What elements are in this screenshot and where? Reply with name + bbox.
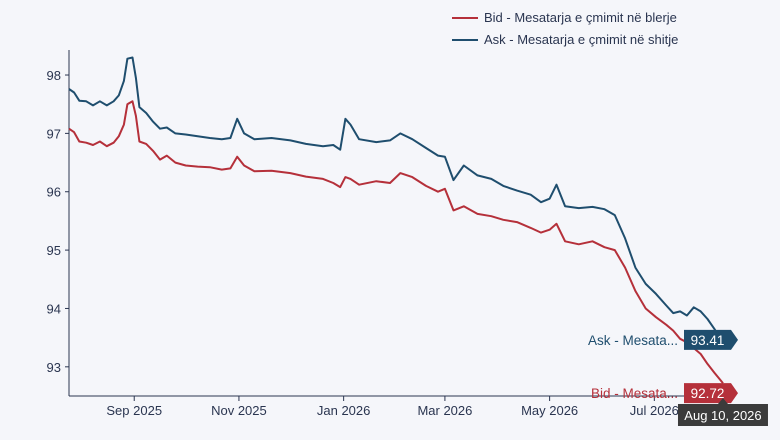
y-tick-label: 93 [47,360,61,375]
series-line-ask [68,56,724,344]
legend-item-bid[interactable]: Bid - Mesatarja e çmimit në blerje [452,10,677,25]
y-tick-label: 96 [47,185,61,200]
y-tick-label: 94 [47,301,61,316]
end-label-box [684,329,738,350]
x-tick-label: Nov 2025 [211,403,267,418]
series-lines [68,56,724,384]
hover-date-text: Aug 10, 2026 [684,408,761,423]
x-tick-label: Sep 2025 [106,403,162,418]
x-tick-label: Jan 2026 [317,403,371,418]
end-label-ask: Ask - Mesata... 93.41 [588,329,738,350]
y-tick-label: 97 [47,126,61,141]
end-label-name: Ask - Mesata... [588,333,678,348]
x-axis-ticks: Sep 2025 Nov 2025 Jan 2026 Mar 2026 May 2026… [106,396,679,418]
y-tick-label: 98 [47,68,61,83]
legend: Bid - Mesatarja e çmimit në blerje Ask - … [452,10,678,47]
end-label-value: 93.41 [691,333,725,348]
y-axis-ticks: 93 94 95 96 97 98 [47,68,69,375]
axes [68,50,735,397]
legend-label: Ask - Mesatarja e çmimit në shitje [484,32,678,47]
x-tick-label: Jul 2026 [630,403,679,418]
end-label-box [684,383,738,404]
end-label-name: Bid - Mesata... [591,386,678,401]
legend-item-ask[interactable]: Ask - Mesatarja e çmimit në shitje [452,32,678,47]
hover-date-label: Aug 10, 2026 [677,398,768,426]
end-value-labels: Bid - Mesata... 92.72 Ask - Mesata... 93.41 [588,329,738,404]
x-tick-label: May 2026 [521,403,578,418]
y-tick-label: 95 [47,243,61,258]
x-tick-label: Mar 2026 [417,403,472,418]
end-label-value: 92.72 [691,386,725,401]
end-label-bid: Bid - Mesata... 92.72 [591,383,738,404]
series-line-bid [68,100,724,384]
legend-label: Bid - Mesatarja e çmimit në blerje [484,10,677,25]
hover-date-box [677,398,768,426]
